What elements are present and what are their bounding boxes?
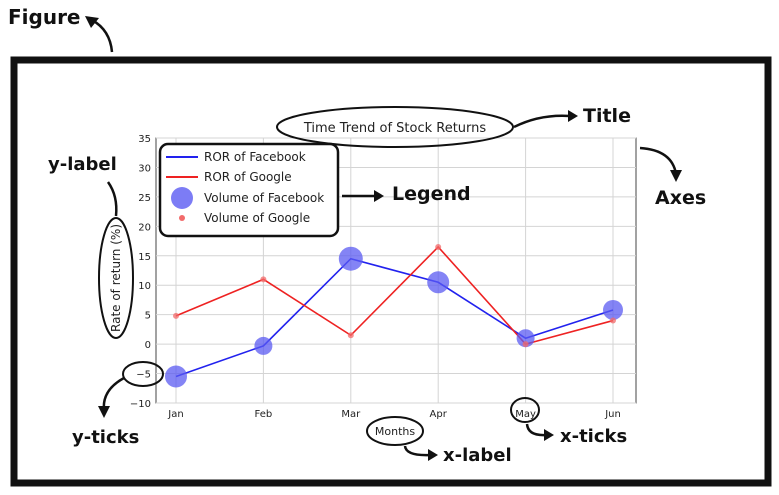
volume-of-facebook-point [603, 299, 623, 320]
figure-arrowhead [85, 16, 99, 28]
title-annotation: Title [583, 105, 631, 127]
xticks-circle [510, 397, 540, 423]
chart-title: Time Trend of Stock Returns [303, 121, 487, 136]
x-tick-label: Mar [341, 409, 361, 420]
x-tick-label: Apr [430, 409, 448, 420]
volume-of-google-point [260, 276, 267, 283]
volume-of-facebook-point [427, 271, 450, 294]
y-tick-label: 30 [138, 163, 151, 174]
title-circle [276, 106, 514, 148]
y-tick-labels: −10 −5 0 5 10 15 20 25 30 35 [130, 134, 151, 410]
legend: ROR of Facebook ROR of Google Volume of … [158, 142, 340, 238]
ror-of-facebook-line [175, 257, 614, 378]
x-tick-labels: Jan Feb Mar Apr May Jun [167, 409, 621, 420]
x-tick-label: Feb [255, 409, 273, 420]
volume-of-google-point [435, 243, 442, 250]
y-tick-label: −5 [136, 370, 151, 381]
y-tick-label: 15 [138, 252, 151, 263]
ylabel-annotation: y-label [48, 154, 117, 175]
volume-of-google-point [173, 312, 179, 319]
xticks-arrow [525, 423, 547, 437]
yticks-circle [122, 361, 164, 387]
x-tick-label: Jan [167, 409, 183, 420]
volume-of-facebook-point [254, 336, 273, 355]
legend-circle [158, 142, 340, 238]
axes-arrowhead [670, 170, 682, 182]
y-tick-label: −10 [130, 399, 151, 410]
volume-of-facebook-point [338, 246, 363, 271]
figure-arrow [91, 18, 114, 53]
figure-annotation: Figure [8, 5, 81, 29]
series-layer [165, 243, 623, 388]
x-axis-label: Months [375, 425, 415, 438]
y-axis-label: Rate of return (%) [109, 224, 123, 332]
xlabel-arrowhead [428, 449, 438, 461]
xticks-arrowhead [544, 429, 554, 441]
ylabel-circle [98, 217, 134, 339]
legend-arrowhead [374, 190, 384, 202]
y-tick-label: 25 [138, 193, 151, 204]
legend-label-fb-volume: Volume of Facebook [204, 191, 324, 205]
title-arrow [513, 114, 571, 129]
y-tick-label: 20 [138, 222, 151, 233]
axes-annotation: Axes [655, 187, 706, 209]
legend-swatch-fb-volume [171, 187, 193, 209]
xlabel-circle [366, 416, 424, 446]
volume-of-google-point [347, 332, 354, 339]
volume-of-facebook-point [516, 329, 535, 348]
figure-frame [10, 56, 772, 487]
y-tick-label: 5 [145, 311, 151, 322]
volume-of-facebook-point [165, 365, 187, 388]
legend-label-google-volume: Volume of Google [204, 211, 310, 225]
legend-label-fb-line: ROR of Facebook [204, 150, 306, 164]
y-tick-label: 35 [138, 134, 151, 145]
x-tick-label: May [515, 409, 536, 420]
yticks-annotation: y-ticks [72, 427, 139, 448]
xlabel-arrow [403, 445, 431, 457]
ror-of-google-line [175, 245, 614, 346]
y-tick-label: 0 [145, 340, 151, 351]
legend-label-google-line: ROR of Google [204, 170, 292, 184]
volume-of-google-point [522, 341, 529, 348]
title-arrowhead [568, 110, 578, 122]
xlabel-annotation: x-label [443, 445, 512, 466]
legend-swatch-google-volume [179, 215, 185, 221]
yticks-arrow [102, 376, 125, 411]
y-tick-label: 10 [138, 281, 151, 292]
ylabel-arrow [106, 181, 118, 217]
yticks-arrowhead [98, 406, 110, 418]
legend-annotation: Legend [392, 183, 471, 205]
x-tick-label: Jun [604, 409, 621, 420]
xticks-annotation: x-ticks [560, 426, 627, 447]
volume-of-google-point [610, 317, 616, 324]
